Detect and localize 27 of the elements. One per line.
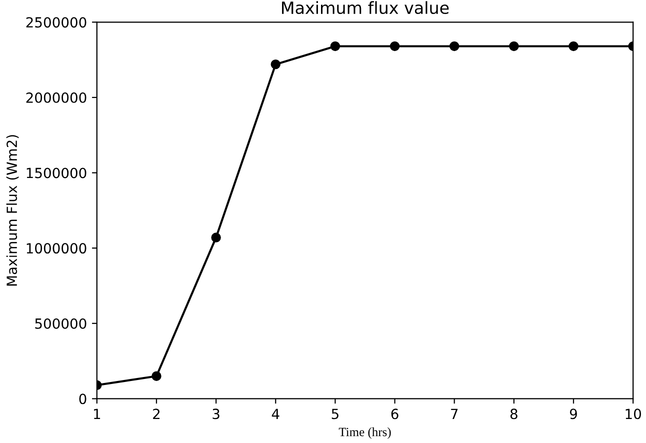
point	[270, 59, 280, 70]
chart-title: Maximum flux value	[282, 1, 449, 14]
point	[449, 41, 460, 52]
x-tick-label: 1	[94, 408, 100, 419]
y-tick-label: 0	[79, 394, 86, 404]
y-tick-label: 2000000	[26, 92, 86, 103]
x-tick-label: 10	[626, 408, 641, 420]
point	[509, 41, 519, 52]
x-tick-label: 5	[332, 408, 338, 420]
x-tick-label: 9	[570, 408, 577, 420]
point	[211, 232, 221, 242]
y-tick-label: 1500000	[26, 168, 86, 178]
y-tick-label: 2500000	[26, 17, 86, 28]
x-tick-label: 6	[391, 408, 398, 420]
x-tick-label: 8	[510, 408, 518, 420]
x-tick-label: 3	[212, 408, 220, 420]
y-tick-label: 1000000	[26, 243, 86, 254]
point	[330, 41, 340, 52]
x-axis-title: Time (hrs)	[338, 427, 391, 439]
point	[390, 41, 400, 52]
y-tick-label: 500000	[35, 318, 86, 329]
point	[152, 371, 162, 381]
y-axis-title: Maximum Flux (Wm2)	[6, 135, 19, 286]
point	[568, 41, 578, 52]
x-tick-label: 4	[272, 408, 280, 419]
x-tick-label: 7	[451, 408, 458, 419]
x-tick-label: 2	[153, 408, 160, 419]
